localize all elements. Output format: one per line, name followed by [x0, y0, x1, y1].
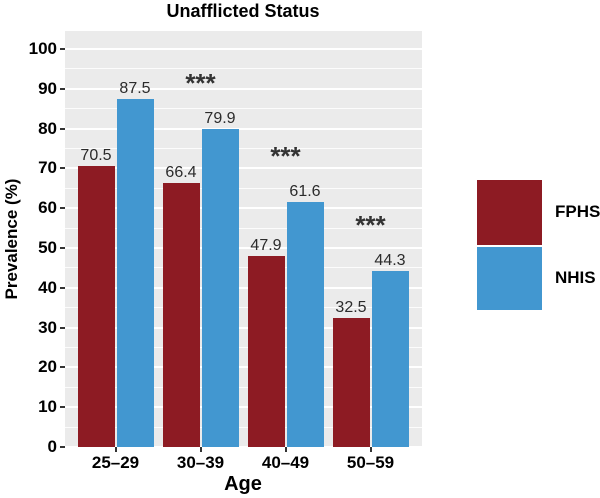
gridline-minor — [65, 187, 422, 189]
y-axis-tick-label: 90 — [38, 78, 57, 98]
gridline-minor — [65, 148, 422, 149]
bar-value-label: 79.9 — [204, 110, 236, 127]
y-axis-tick — [60, 207, 65, 210]
gridline-major — [65, 406, 422, 409]
gridline-major — [65, 326, 422, 329]
gridline-major — [65, 127, 422, 130]
significance-marker: *** — [355, 209, 386, 240]
gridline-major — [65, 48, 422, 50]
y-axis-tick-label: 10 — [38, 397, 57, 417]
bar-value-label: 87.5 — [119, 79, 151, 97]
bar-nhis-30–39 — [201, 129, 239, 447]
bar-value-label: 44.3 — [374, 251, 406, 269]
significance-marker: *** — [270, 140, 301, 171]
bar-fphs-25–29 — [77, 166, 115, 447]
legend-swatch-nhis — [477, 247, 542, 310]
x-axis-tick-label: 50–59 — [346, 453, 395, 472]
y-axis-tick — [60, 247, 65, 249]
x-axis-tick-label: 25–29 — [91, 453, 140, 472]
gridline-major — [65, 286, 422, 289]
x-axis-title: Age — [224, 473, 262, 495]
gridline-minor — [65, 227, 422, 229]
x-axis-tick — [369, 447, 372, 452]
y-axis-tick-label: 0 — [47, 437, 57, 456]
significance-marker: *** — [185, 68, 216, 98]
y-axis-tick — [60, 446, 65, 448]
x-axis-tick-label: 40–49 — [261, 453, 310, 472]
bar-value-label: 66.4 — [165, 163, 197, 181]
y-axis-tick — [60, 326, 65, 329]
gridline-minor — [65, 347, 422, 348]
legend-label-nhis: NHIS — [555, 268, 596, 287]
chart-title: Unafflicted Status — [166, 1, 320, 21]
bar-value-label: 70.5 — [80, 147, 112, 165]
legend: FPHS NHIS — [477, 180, 600, 312]
gridline-minor — [65, 426, 422, 428]
gridline-minor — [65, 108, 422, 110]
y-axis-tick — [60, 406, 65, 409]
y-axis-tick — [60, 286, 65, 289]
y-axis-tick-label: 50 — [38, 238, 57, 257]
gridline-major — [65, 167, 422, 170]
gridline-minor — [65, 68, 422, 70]
bar-value-label: 32.5 — [335, 298, 367, 316]
x-axis-tick-label: 30–39 — [176, 453, 225, 472]
gridline-major — [65, 446, 422, 448]
y-axis-tick — [60, 87, 65, 90]
gridline-major — [65, 87, 422, 90]
y-axis-tick — [60, 167, 65, 170]
plot-panel: 70.5 87.5 66.4 79.9 47.9 61.6 32.5 44.3 *** *** **… — [65, 31, 422, 448]
bar-value-label: 61.6 — [289, 182, 321, 200]
y-axis-tick-label: 80 — [38, 118, 57, 138]
y-axis-tick-label: 70 — [38, 158, 57, 178]
gridline-minor — [65, 267, 422, 269]
legend-label-fphs: FPHS — [555, 202, 600, 221]
gridline-major — [65, 247, 422, 249]
gridline-minor — [65, 386, 422, 388]
y-axis-tick — [60, 127, 65, 130]
bar-nhis-40–49 — [286, 201, 324, 447]
gridline-major — [65, 366, 422, 369]
x-axis-tick — [199, 447, 202, 452]
bar-nhis-50–59 — [371, 270, 409, 447]
bar-value-label: 47.9 — [250, 237, 282, 255]
y-axis-tick-label: 100 — [28, 39, 57, 58]
bar-nhis-25–29 — [116, 98, 154, 447]
y-axis-tick — [60, 366, 65, 369]
bar-fphs-50–59 — [332, 317, 370, 447]
gridline-major — [65, 207, 422, 210]
y-axis-tick-label: 40 — [38, 277, 57, 297]
x-axis-tick — [114, 447, 117, 452]
gridline-minor — [65, 307, 422, 309]
y-axis-tick-label: 60 — [38, 198, 57, 218]
y-axis-tick-label: 30 — [38, 317, 57, 337]
legend-swatch-fphs — [477, 180, 542, 245]
bar-fphs-40–49 — [247, 256, 285, 447]
x-axis-tick — [284, 447, 287, 452]
y-axis-tick-label: 20 — [38, 357, 57, 377]
bar-fphs-30–39 — [162, 182, 200, 447]
y-axis-tick — [60, 48, 65, 50]
